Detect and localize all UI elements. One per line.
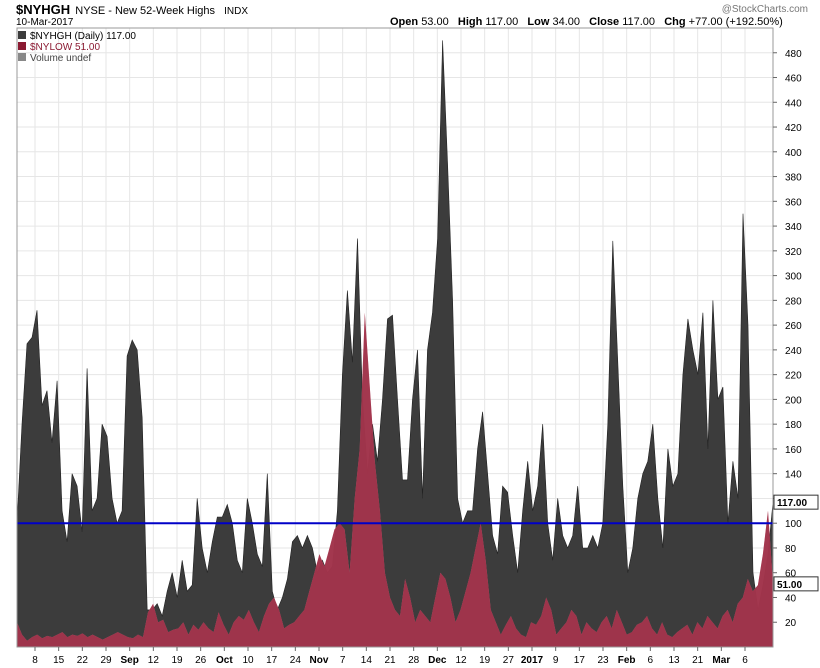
x-tick-label: 14 bbox=[361, 655, 373, 666]
y-tick-label: 420 bbox=[785, 123, 802, 134]
legend-main: $NYHGH (Daily) 117.00 bbox=[30, 31, 136, 42]
x-tick-label: 7 bbox=[340, 655, 346, 666]
exchange: INDX bbox=[224, 6, 249, 17]
symbol: $NYHGH bbox=[16, 2, 71, 17]
ohlc-readout: Open 53.00 High 117.00 Low 34.00 Close 1… bbox=[390, 16, 783, 28]
x-tick-label: Nov bbox=[310, 655, 329, 666]
close-label: Close bbox=[589, 16, 620, 28]
series-area-nyhgh bbox=[16, 40, 774, 648]
x-tick-label: 17 bbox=[574, 655, 586, 666]
x-tick-label: Dec bbox=[428, 655, 447, 666]
y-tick-label: 480 bbox=[785, 49, 802, 60]
y-tick-label: 40 bbox=[785, 593, 797, 604]
stockcharts-credit[interactable]: @StockCharts.com bbox=[721, 4, 808, 15]
y-tick-label: 320 bbox=[785, 247, 802, 258]
legend-volume: Volume undef bbox=[30, 53, 91, 64]
x-tick-label: 12 bbox=[148, 655, 160, 666]
x-tick-label: 28 bbox=[408, 655, 420, 666]
x-tick-label: 29 bbox=[100, 655, 112, 666]
x-tick-label: 27 bbox=[503, 655, 515, 666]
y-axis: 2040608010012014016018020022024026028030… bbox=[773, 49, 802, 629]
last-value-labels: 117.00 51.00 bbox=[773, 494, 819, 592]
x-tick-label: 15 bbox=[53, 655, 65, 666]
y-tick-label: 300 bbox=[785, 272, 802, 283]
legend-compare: $NYLOW 51.00 bbox=[30, 42, 100, 53]
y-tick-label: 180 bbox=[785, 420, 802, 431]
last-value-box bbox=[773, 494, 819, 510]
legend-swatch-lows bbox=[18, 42, 26, 50]
x-tick-label: 17 bbox=[266, 655, 278, 666]
y-tick-label: 280 bbox=[785, 296, 802, 307]
y-tick-label: 440 bbox=[785, 98, 802, 109]
y-tick-label: 340 bbox=[785, 222, 802, 233]
y-tick-label: 400 bbox=[785, 148, 802, 159]
last-value-box bbox=[773, 576, 819, 592]
y-tick-label: 140 bbox=[785, 470, 802, 481]
close-value: 117.00 bbox=[622, 16, 656, 28]
series-layer bbox=[16, 40, 774, 648]
y-tick-label: 260 bbox=[785, 321, 802, 332]
x-tick-label: 6 bbox=[742, 655, 748, 666]
x-tick-label: Feb bbox=[618, 655, 636, 666]
x-tick-label: 24 bbox=[290, 655, 302, 666]
y-tick-label: 60 bbox=[785, 569, 797, 580]
last-value-label: 117.00 bbox=[777, 498, 807, 509]
plot-border bbox=[16, 27, 774, 648]
x-tick-label: Mar bbox=[712, 655, 730, 666]
y-tick-label: 80 bbox=[785, 544, 797, 555]
x-tick-label: 21 bbox=[384, 655, 396, 666]
legend-swatch-highs bbox=[18, 31, 26, 39]
x-tick-label: 26 bbox=[195, 655, 207, 666]
x-tick-label: 6 bbox=[648, 655, 654, 666]
x-tick-label: Oct bbox=[216, 655, 233, 666]
x-axis: 8 15 22 29 Sep 12 19 26 Oct 10 17 24 Nov 7 14 21 28 Dec 12… bbox=[32, 647, 748, 666]
x-tick-label: 9 bbox=[553, 655, 559, 666]
x-tick-label: 8 bbox=[32, 655, 38, 666]
low-value: 34.00 bbox=[552, 16, 580, 28]
y-tick-label: 220 bbox=[785, 371, 802, 382]
open-label: Open bbox=[390, 16, 419, 28]
chart-header-title: $NYHGH NYSE - New 52-Week Highs INDX bbox=[16, 2, 248, 17]
x-tick-label: 22 bbox=[77, 655, 89, 666]
x-tick-label: 12 bbox=[455, 655, 467, 666]
legend-swatch-volume bbox=[18, 53, 26, 61]
high-value: 117.00 bbox=[485, 16, 519, 28]
y-tick-label: 460 bbox=[785, 74, 802, 85]
x-tick-label: 23 bbox=[597, 655, 609, 666]
instrument-name: NYSE - New 52-Week Highs bbox=[75, 5, 216, 17]
low-label: Low bbox=[527, 16, 550, 28]
y-tick-label: 200 bbox=[785, 395, 802, 406]
x-tick-label: 10 bbox=[242, 655, 254, 666]
x-tick-label: 19 bbox=[479, 655, 491, 666]
last-value-label: 51.00 bbox=[777, 580, 802, 591]
x-tick-label: 2017 bbox=[521, 655, 544, 666]
x-tick-label: Sep bbox=[120, 655, 138, 666]
y-tick-label: 380 bbox=[785, 173, 802, 184]
chg-label: Chg bbox=[664, 16, 686, 28]
open-value: 53.00 bbox=[421, 16, 449, 28]
high-label: High bbox=[457, 16, 483, 28]
chg-value: +77.00 (+192.50%) bbox=[688, 16, 783, 28]
chart-date: 10-Mar-2017 bbox=[16, 17, 74, 28]
x-tick-label: 13 bbox=[668, 655, 680, 666]
y-tick-label: 100 bbox=[785, 519, 802, 530]
x-tick-label: 21 bbox=[692, 655, 704, 666]
y-tick-label: 240 bbox=[785, 346, 802, 357]
legend: $NYHGH (Daily) 117.00 $NYLOW 51.00 Volum… bbox=[18, 31, 136, 64]
y-tick-label: 160 bbox=[785, 445, 802, 456]
y-tick-label: 360 bbox=[785, 197, 802, 208]
x-tick-label: 19 bbox=[171, 655, 183, 666]
y-tick-label: 20 bbox=[785, 618, 797, 629]
